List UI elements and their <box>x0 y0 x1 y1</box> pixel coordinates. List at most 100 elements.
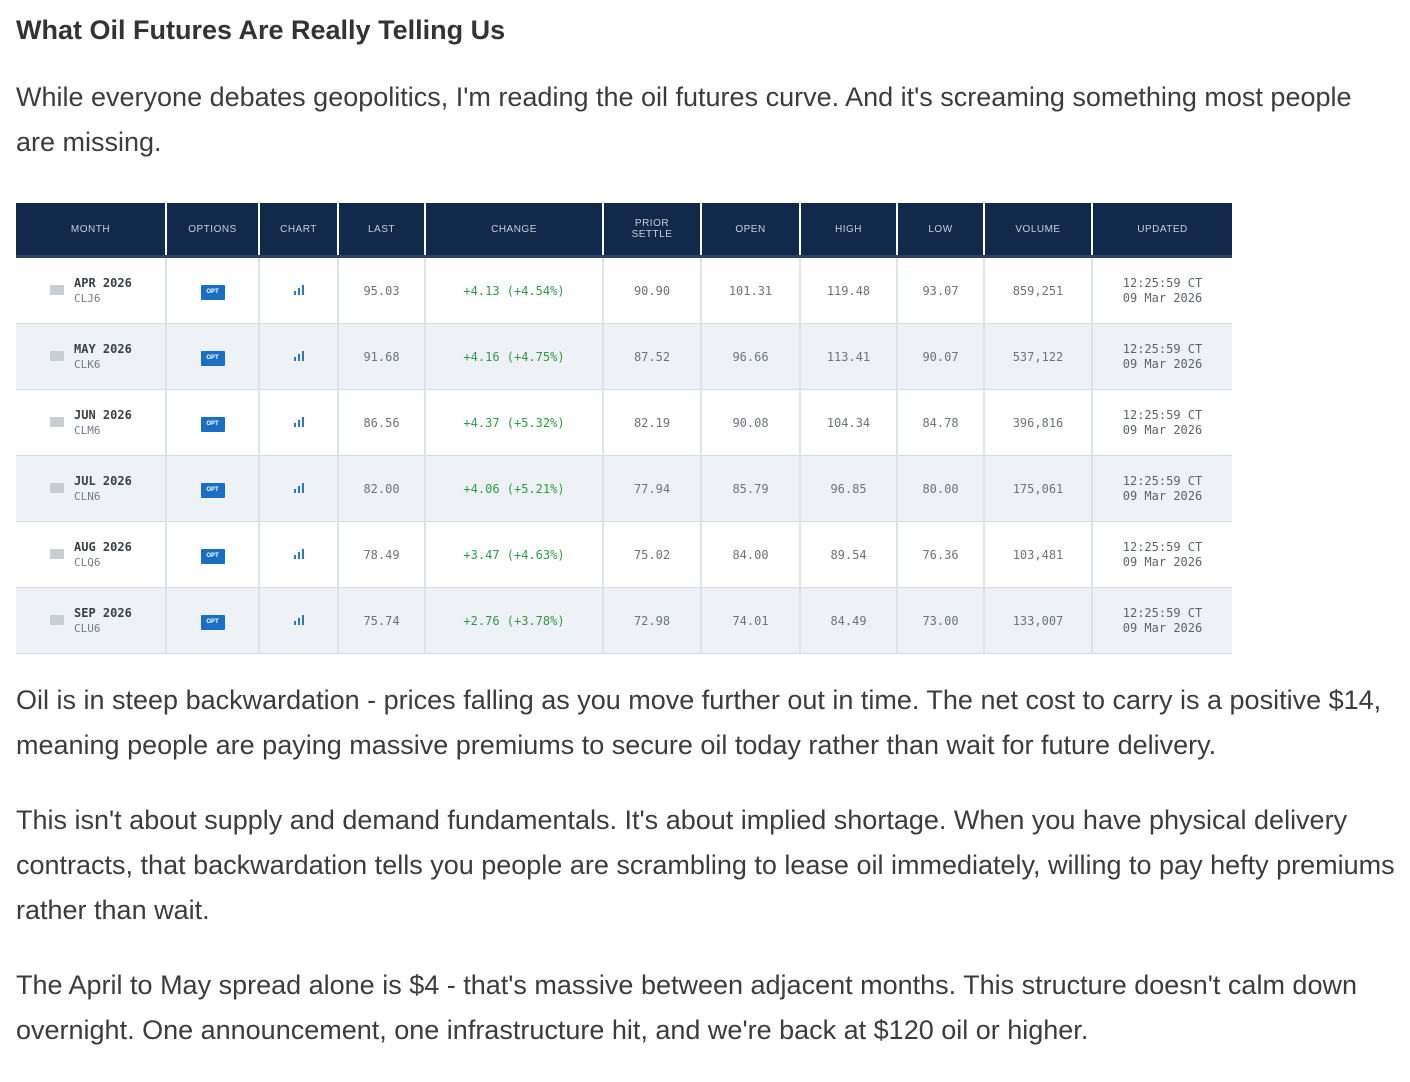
options-button[interactable]: OPT <box>200 350 225 366</box>
change-cell: +4.06 (+5.21%) <box>425 455 604 522</box>
chart-cell <box>259 455 339 522</box>
table-row: AUG 2026 CLQ6 OPT 78.49 +3.47 (+4.63%) 75… <box>16 521 1232 588</box>
bar-chart-icon[interactable] <box>293 284 304 295</box>
month-cell[interactable]: APR 2026 CLJ6 <box>16 256 167 324</box>
low-cell: 84.78 <box>897 389 985 456</box>
table-row: JUN 2026 CLM6 OPT 86.56 +4.37 (+5.32%) 82… <box>16 389 1232 456</box>
prior-settle-cell: 90.90 <box>603 256 702 324</box>
header-last: LAST <box>338 203 426 258</box>
month-cell[interactable]: SEP 2026 CLU6 <box>16 587 167 654</box>
options-button[interactable]: OPT <box>200 548 225 564</box>
prior-settle-cell: 75.02 <box>603 521 702 588</box>
high-cell: 104.34 <box>800 389 898 456</box>
open-cell: 101.31 <box>701 256 801 324</box>
header-month: MONTH <box>16 203 167 258</box>
change-cell: +4.13 (+4.54%) <box>425 256 604 324</box>
options-button[interactable]: OPT <box>200 416 225 432</box>
prior-settle-cell: 72.98 <box>603 587 702 654</box>
last-cell: 95.03 <box>338 256 426 324</box>
last-cell: 86.56 <box>338 389 426 456</box>
chart-cell <box>259 389 339 456</box>
updated-date: 09 Mar 2026 <box>1122 554 1203 569</box>
open-cell: 74.01 <box>701 587 801 654</box>
updated-cell: 12:25:59 CT 09 Mar 2026 <box>1092 521 1232 588</box>
change-cell: +2.76 (+3.78%) <box>425 587 604 654</box>
article: What Oil Futures Are Really Telling Us W… <box>16 0 1396 1053</box>
chart-cell <box>259 256 339 324</box>
change-cell: +4.37 (+5.32%) <box>425 389 604 456</box>
updated-cell: 12:25:59 CT 09 Mar 2026 <box>1092 389 1232 456</box>
header-chart: CHART <box>259 203 339 258</box>
open-cell: 96.66 <box>701 323 801 390</box>
updated-date: 09 Mar 2026 <box>1122 488 1203 503</box>
volume-cell: 396,816 <box>984 389 1093 456</box>
calendar-icon <box>50 549 64 559</box>
updated-cell: 12:25:59 CT 09 Mar 2026 <box>1092 256 1232 324</box>
options-cell: OPT <box>166 521 260 588</box>
month-cell[interactable]: JUN 2026 CLM6 <box>16 389 167 456</box>
contract-code: CLK6 <box>74 357 101 371</box>
bar-chart-icon[interactable] <box>293 416 304 427</box>
low-cell: 76.36 <box>897 521 985 588</box>
high-cell: 89.54 <box>800 521 898 588</box>
header-settle: SETTLE <box>631 229 673 240</box>
options-button[interactable]: OPT <box>200 482 225 498</box>
month-cell[interactable]: MAY 2026 CLK6 <box>16 323 167 390</box>
header-options: OPTIONS <box>166 203 260 258</box>
high-cell: 113.41 <box>800 323 898 390</box>
updated-time: 12:25:59 CT <box>1122 407 1203 422</box>
header-prior: PRIOR <box>634 218 670 229</box>
calendar-icon <box>50 351 64 361</box>
contract-code: CLN6 <box>74 489 101 503</box>
bar-chart-icon[interactable] <box>293 614 304 625</box>
table-header-row: MONTH OPTIONS CHART LAST CHANGE PRIOR SET… <box>16 203 1232 258</box>
month-name: APR 2026 <box>74 275 132 290</box>
updated-time: 12:25:59 CT <box>1122 275 1203 290</box>
month-cell[interactable]: AUG 2026 CLQ6 <box>16 521 167 588</box>
prior-settle-cell: 77.94 <box>603 455 702 522</box>
volume-cell: 537,122 <box>984 323 1093 390</box>
options-cell: OPT <box>166 587 260 654</box>
chart-cell <box>259 323 339 390</box>
volume-cell: 133,007 <box>984 587 1093 654</box>
month-name: JUN 2026 <box>74 407 132 422</box>
updated-date: 09 Mar 2026 <box>1122 620 1203 635</box>
options-button[interactable]: OPT <box>200 614 225 630</box>
updated-cell: 12:25:59 CT 09 Mar 2026 <box>1092 587 1232 654</box>
calendar-icon <box>50 615 64 625</box>
options-cell: OPT <box>166 389 260 456</box>
spread-paragraph: The April to May spread alone is $4 - th… <box>16 970 1357 1045</box>
high-cell: 96.85 <box>800 455 898 522</box>
table-row: JUL 2026 CLN6 OPT 82.00 +4.06 (+5.21%) 77… <box>16 455 1232 522</box>
high-cell: 84.49 <box>800 587 898 654</box>
updated-date: 09 Mar 2026 <box>1122 290 1203 305</box>
low-cell: 93.07 <box>897 256 985 324</box>
change-cell: +3.47 (+4.63%) <box>425 521 604 588</box>
header-change: CHANGE <box>425 203 604 258</box>
shortage-paragraph: This isn't about supply and demand funda… <box>16 805 1395 925</box>
volume-cell: 175,061 <box>984 455 1093 522</box>
prior-settle-cell: 82.19 <box>603 389 702 456</box>
options-button[interactable]: OPT <box>200 284 225 300</box>
last-cell: 91.68 <box>338 323 426 390</box>
last-cell: 82.00 <box>338 455 426 522</box>
last-cell: 75.74 <box>338 587 426 654</box>
table-row: SEP 2026 CLU6 OPT 75.74 +2.76 (+3.78%) 72… <box>16 587 1232 654</box>
table-row: MAY 2026 CLK6 OPT 91.68 +4.16 (+4.75%) 87… <box>16 323 1232 390</box>
contract-code: CLM6 <box>74 423 101 437</box>
updated-time: 12:25:59 CT <box>1122 539 1203 554</box>
bar-chart-icon[interactable] <box>293 350 304 361</box>
updated-time: 12:25:59 CT <box>1122 473 1203 488</box>
futures-table: MONTH OPTIONS CHART LAST CHANGE PRIOR SET… <box>16 203 1232 654</box>
updated-cell: 12:25:59 CT 09 Mar 2026 <box>1092 323 1232 390</box>
month-name: AUG 2026 <box>74 539 132 554</box>
chart-cell <box>259 521 339 588</box>
open-cell: 85.79 <box>701 455 801 522</box>
month-cell[interactable]: JUL 2026 CLN6 <box>16 455 167 522</box>
bar-chart-icon[interactable] <box>293 482 304 493</box>
month-name: SEP 2026 <box>74 605 132 620</box>
updated-time: 12:25:59 CT <box>1122 341 1203 356</box>
updated-time: 12:25:59 CT <box>1122 605 1203 620</box>
high-cell: 119.48 <box>800 256 898 324</box>
bar-chart-icon[interactable] <box>293 548 304 559</box>
